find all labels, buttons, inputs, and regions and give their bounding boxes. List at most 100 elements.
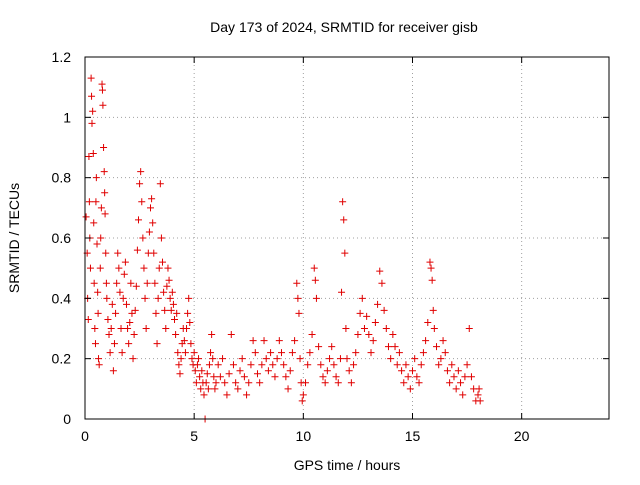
x-axis-ticks: 0 5 10 15 20 [81, 57, 530, 444]
data-point [319, 373, 327, 381]
data-point [435, 361, 443, 369]
data-point [238, 355, 246, 363]
data-point [245, 379, 253, 387]
data-point [441, 349, 449, 357]
x-tick-label: 0 [81, 428, 89, 444]
data-point [112, 309, 120, 317]
data-point [85, 198, 93, 206]
data-point [168, 288, 176, 296]
data-point [98, 86, 106, 94]
data-point [203, 370, 211, 378]
data-point [177, 355, 185, 363]
data-point [291, 337, 299, 345]
data-point [103, 294, 111, 302]
data-points [82, 74, 484, 423]
data-point [269, 361, 277, 369]
data-point [461, 373, 469, 381]
data-point [209, 355, 217, 363]
data-point [275, 337, 283, 345]
data-point [236, 367, 244, 375]
data-point [474, 391, 482, 399]
data-point [145, 228, 153, 236]
data-point [163, 282, 171, 290]
data-point [171, 315, 179, 323]
data-point [151, 279, 159, 287]
data-point [197, 385, 205, 393]
data-point [157, 234, 165, 242]
data-point [321, 379, 329, 387]
data-point [424, 318, 432, 326]
y-tick-label: 0 [63, 411, 71, 427]
data-point [155, 264, 163, 272]
data-point [113, 279, 121, 287]
x-tick-label: 15 [405, 428, 421, 444]
data-point [457, 379, 465, 387]
data-point [350, 361, 358, 369]
data-point [108, 300, 116, 308]
data-point [109, 367, 117, 375]
data-point [147, 204, 154, 212]
data-point [293, 279, 301, 287]
data-point [97, 234, 105, 242]
data-point [415, 379, 423, 387]
data-point [121, 258, 129, 266]
data-point [409, 367, 416, 375]
data-point [101, 189, 109, 197]
data-point [330, 361, 338, 369]
data-point [165, 276, 173, 284]
data-point [306, 349, 314, 357]
data-point [89, 150, 97, 158]
data-point [467, 373, 475, 381]
data-point [422, 337, 430, 345]
data-point [341, 249, 349, 257]
data-point [154, 294, 162, 302]
data-point [186, 318, 194, 326]
y-tick-label: 0.8 [52, 170, 72, 186]
data-point [229, 361, 237, 369]
data-point [294, 294, 302, 302]
data-point [183, 325, 191, 332]
data-point [426, 258, 434, 266]
data-point [336, 355, 344, 363]
data-point [101, 210, 109, 218]
data-point [141, 294, 149, 302]
data-point [391, 343, 399, 351]
data-point [439, 337, 447, 345]
data-point [114, 249, 122, 257]
data-point [99, 101, 107, 109]
data-point [90, 219, 98, 227]
data-point [181, 349, 189, 357]
data-point [140, 264, 148, 272]
data-point [428, 276, 436, 284]
data-point [94, 288, 102, 296]
data-point [310, 264, 318, 272]
data-point [311, 276, 319, 284]
data-point [356, 309, 364, 317]
data-point [251, 349, 259, 357]
data-point [198, 367, 206, 375]
data-point [185, 294, 193, 302]
data-point [450, 373, 458, 381]
data-point [210, 373, 218, 381]
data-point [88, 119, 96, 127]
chart-title: Day 173 of 2024, SRMTID for receiver gis… [210, 19, 478, 35]
data-point [258, 361, 266, 369]
data-point [207, 349, 215, 357]
y-axis-ticks: 0 0.2 0.4 0.6 0.8 1 1.2 [52, 49, 609, 427]
data-point [153, 340, 161, 348]
data-point [411, 355, 419, 363]
data-point [105, 331, 113, 339]
data-point [202, 379, 210, 387]
data-point [267, 349, 275, 357]
data-point [232, 379, 240, 387]
data-point [139, 234, 147, 242]
data-point [192, 379, 200, 387]
data-point [296, 355, 304, 363]
data-point [214, 361, 222, 369]
data-point [249, 337, 257, 345]
data-point [465, 325, 473, 332]
data-point [196, 373, 204, 381]
data-point [404, 373, 412, 381]
data-point [398, 367, 406, 375]
data-point [193, 361, 201, 369]
